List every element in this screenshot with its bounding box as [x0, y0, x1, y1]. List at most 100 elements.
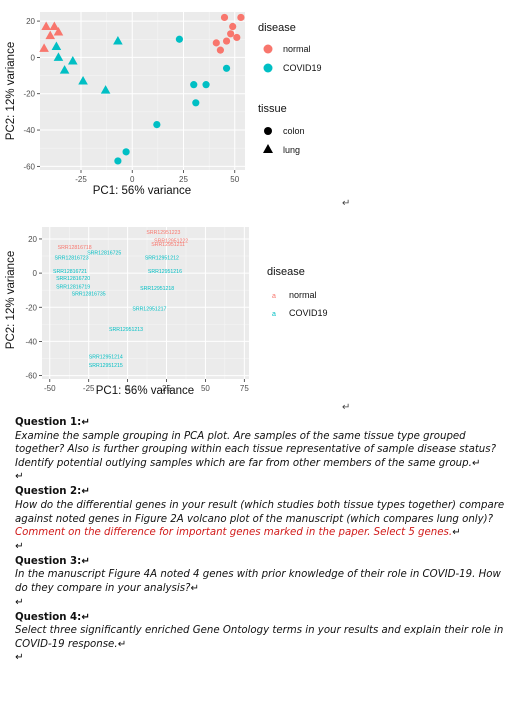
legend2-title: disease	[267, 266, 305, 278]
pca-plot-tissue: 20 0 -20 -40 -60 -25 0 25 50 PC1: 56% variance …	[0, 0, 518, 200]
plot1-point-lung-normal	[39, 43, 49, 52]
plot1-point-lung-normal	[53, 26, 64, 36]
plot2-x-tick-label: 75	[240, 384, 249, 393]
pca-plot-tissue-svg: 200-20-40-60 -25 0 25 50 PC1: 56% variance …	[5, 12, 322, 197]
plot2-sample-label: SRR12816720	[56, 276, 90, 282]
plot2-panel	[42, 227, 249, 379]
plot2-sample-label: SRR12951212	[145, 255, 179, 261]
paragraph-mark: ↵	[342, 198, 351, 209]
legend1-normal-swatch	[263, 44, 273, 54]
plot1-panel	[40, 12, 245, 170]
question-3-title: Question 3:↵	[15, 555, 90, 567]
plot2-x-tick-label: -50	[44, 384, 56, 393]
legend1-disease-title: disease	[258, 22, 296, 34]
plot1-y-axis-label: PC2: 12% variance	[5, 42, 17, 140]
plot2-y-tick-label: -60	[25, 372, 37, 381]
legend2-normal-swatch: a	[272, 293, 276, 300]
question-2-red-text: Comment on the difference for important …	[15, 527, 453, 539]
legend1-tissue-title: tissue	[258, 103, 287, 115]
plot2-sample-label: SRR12951217	[132, 307, 166, 313]
plot2-sample-label: SRR12951218	[140, 286, 174, 292]
plot2-y-tick-label: 20	[28, 235, 37, 244]
plot1-point-colon-COVID19	[153, 120, 161, 129]
question-2-title: Question 2:↵	[15, 486, 90, 498]
plot1-x-tick-label: -25	[75, 175, 87, 184]
plot2-x-tick-label: 0	[125, 384, 130, 393]
plot2-y-axis-label: PC2: 12% variance	[5, 251, 17, 349]
plot1-point-colon-normal	[237, 13, 245, 22]
plot1-point-colon-normal	[222, 37, 231, 45]
legend2-covid-swatch: a	[272, 311, 276, 318]
plot1-y-tick-label: -60	[23, 162, 35, 171]
plot1-point-lung-COVID19	[113, 36, 123, 45]
plot2-sample-label: SRR12951223	[146, 230, 180, 236]
plot2-x-tick-label: 50	[201, 384, 210, 393]
legend1-covid-swatch	[263, 63, 273, 73]
pca-plot-labeled: SRR12951223 SRR12951222 SRR12951211 SRR1281…	[0, 212, 518, 400]
plot1-point-lung-normal	[41, 21, 51, 31]
question-4-body: Select three significantly enriched Gene…	[15, 625, 504, 650]
plot1-y-tick-label: -20	[23, 90, 35, 99]
legend1-colon-swatch	[264, 127, 272, 135]
plot2-sample-label: SRR12816725	[87, 250, 121, 256]
plot2-sample-label: SRR12951222	[154, 238, 188, 244]
plot1-point-lung-COVID19	[68, 56, 78, 65]
plot1-y-tick-label: 0	[31, 53, 36, 62]
plot1-point-lung-COVID19	[78, 76, 88, 85]
plot1-point-colon-normal	[233, 33, 241, 42]
plot1-point-colon-normal	[216, 46, 224, 54]
plot1-x-tick-label: 25	[179, 175, 188, 184]
plot1-point-colon-COVID19	[122, 148, 130, 156]
question-4-title: Question 4:↵	[15, 611, 90, 623]
plot2-x-tick-label: -25	[83, 384, 95, 393]
question-1-title: Question 1:↵	[15, 417, 90, 428]
questions-section: Question 1:↵ Examine the sample grouping…	[15, 414, 510, 664]
plot1-point-colon-COVID19	[192, 99, 200, 107]
plot1-point-lung-normal	[49, 21, 60, 31]
plot2-y-tick-label: -40	[25, 337, 37, 346]
plot2-x-axis-label: PC1: 56% variance	[96, 385, 194, 397]
plot1-point-lung-COVID19	[51, 41, 62, 51]
paragraph-mark: ↵	[342, 402, 351, 413]
plot1-point-colon-COVID19	[114, 157, 122, 165]
plot2-sample-label: SRR12951214	[89, 355, 123, 361]
plot1-point-colon-normal	[229, 22, 237, 31]
legend1-lung-label: lung	[283, 145, 300, 155]
question-3-body: In the manuscript Figure 4A noted 4 gene…	[15, 569, 501, 594]
plot2-sample-label: SRR12951211	[151, 242, 185, 248]
question-2-body: How do the differential genes in your re…	[15, 499, 505, 539]
plot2-x-tick-label: 25	[162, 384, 171, 393]
plot2-sample-label: SRR12951213	[109, 327, 143, 333]
plot2-sample-label: SRR12816723	[55, 255, 89, 261]
legend2-covid-label: COVID19	[289, 308, 328, 318]
plot1-x-axis-label: PC1: 56% variance	[93, 185, 191, 197]
plot1-y-tick-label: -40	[23, 126, 35, 135]
plot2-sample-label: SRR12816719	[56, 284, 90, 290]
plot2-sample-label: SRR12816721	[53, 269, 87, 275]
blank-line: ↵	[15, 652, 24, 664]
plot1-point-colon-normal	[212, 39, 220, 47]
plot1-x-tick-label: 50	[230, 175, 239, 184]
plot2-sample-label: SRR12816718	[58, 245, 92, 251]
plot2-sample-label: SRR12951216	[148, 269, 182, 275]
plot1-point-colon-normal	[227, 30, 235, 38]
plot1-point-colon-COVID19	[202, 81, 210, 89]
blank-line: ↵	[15, 471, 24, 483]
plot2-sample-label: SRR12816735	[72, 291, 106, 297]
plot1-y-tick-label: 20	[26, 17, 35, 26]
plot1-point-lung-COVID19	[59, 65, 70, 74]
plot1-x-tick-label: 0	[130, 175, 135, 184]
legend2-normal-label: normal	[289, 290, 317, 300]
blank-line: ↵	[15, 596, 24, 608]
plot1-point-colon-COVID19	[222, 64, 231, 72]
plot1-point-lung-COVID19	[53, 52, 64, 61]
plot2-y-tick-label: -20	[25, 303, 37, 312]
plot1-point-colon-COVID19	[190, 81, 198, 89]
question-1-body: Examine the sample grouping in PCA plot.…	[15, 430, 496, 469]
plot2-sample-label: SRR12951215	[89, 363, 123, 369]
plot1-point-colon-COVID19	[175, 35, 183, 43]
legend1-normal-label: normal	[283, 44, 311, 54]
blank-line: ↵	[15, 540, 24, 552]
plot2-y-tick-label: 0	[33, 269, 38, 278]
